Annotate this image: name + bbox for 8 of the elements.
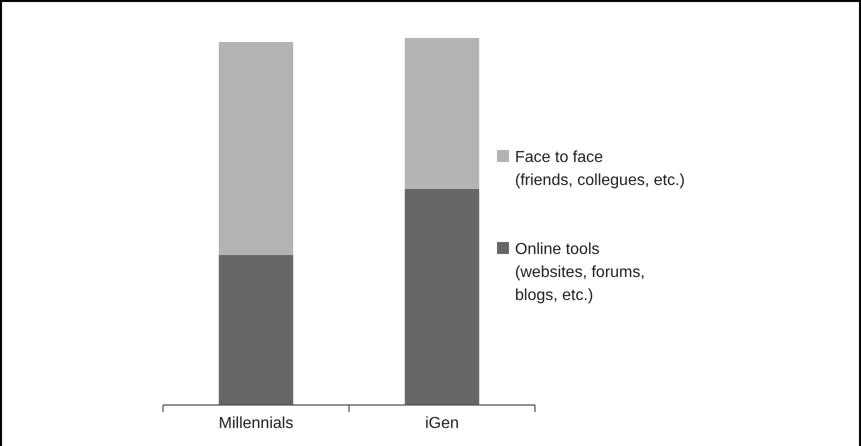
- bar: [404, 188, 480, 405]
- x-tick-label: Millennials: [218, 415, 294, 432]
- legend-label: Face to face (friends, collegues, etc.): [515, 149, 685, 189]
- bar: [218, 254, 294, 405]
- legend-label: Online tools (websites, forums, blogs, etc.): [515, 241, 645, 304]
- x-tick-label: iGen: [425, 415, 459, 432]
- bar: [218, 42, 294, 255]
- bar: [404, 38, 480, 189]
